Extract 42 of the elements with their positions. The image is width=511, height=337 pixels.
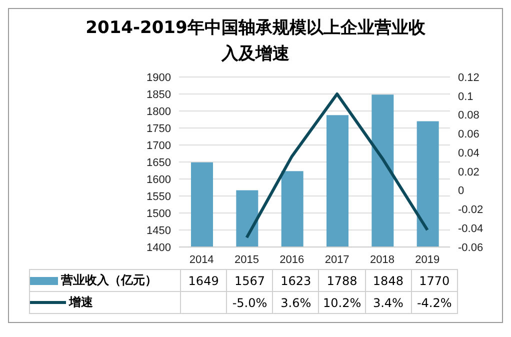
- x-tick-label: 2018: [370, 254, 394, 266]
- line-series: [245, 92, 429, 240]
- y2-tick-label: 0.12: [458, 72, 480, 84]
- legend-label: 营业收入（亿元）: [30, 270, 180, 292]
- data-label: 1623: [272, 270, 319, 292]
- y2-tick-label: -0.04: [458, 223, 484, 236]
- data-label: 1770: [411, 270, 458, 292]
- data-label: 1567: [226, 270, 273, 292]
- data-label: 1649: [180, 270, 227, 292]
- y2-tick-label: 0.06: [458, 128, 480, 141]
- y2-tick-label: -0.02: [458, 204, 484, 216]
- data-label: 3.6%: [272, 292, 319, 314]
- chart-title: 2014-2019年中国轴承规模以上企业营业收入及增速: [84, 17, 426, 66]
- y-tick-label: 1800: [146, 106, 171, 118]
- y-tick-label: 1400: [146, 242, 171, 254]
- y-tick-label: 1550: [146, 190, 171, 203]
- y-tick-label: 1900: [146, 72, 171, 84]
- x-tick-label: 2016: [280, 254, 304, 266]
- data-label: 10.2%: [318, 292, 366, 314]
- x-tick-label: 2017: [324, 254, 350, 266]
- y-tick-label: 1500: [146, 208, 171, 220]
- x-tick-label: 2015: [234, 254, 259, 266]
- y2-tick-label: 0: [458, 185, 464, 198]
- data-label: 1848: [365, 270, 412, 292]
- y2-tick-label: 0.08: [458, 110, 480, 122]
- x-tick-label: 2014: [189, 254, 214, 266]
- y-tick-label: 1750: [146, 122, 171, 135]
- y-tick-label: 1600: [146, 174, 171, 186]
- legend-label: 增速: [30, 292, 180, 314]
- y2-tick-label: 0.1: [458, 90, 474, 103]
- y2-tick-label: -0.06: [458, 242, 484, 254]
- y-tick-label: 1850: [146, 88, 171, 101]
- y-tick-label: 1700: [146, 140, 171, 152]
- y2-tick-label: 0.04: [458, 147, 480, 160]
- x-tick-label: 2019: [415, 254, 440, 266]
- y-tick-label: 1450: [146, 224, 171, 237]
- data-label: -5.0%: [226, 292, 273, 314]
- data-label: 3.4%: [365, 292, 412, 314]
- data-label: 1788: [318, 270, 366, 292]
- y-tick-label: 1650: [146, 156, 171, 169]
- data-label: -4.2%: [411, 292, 458, 314]
- y2-tick-label: 0.02: [458, 166, 480, 178]
